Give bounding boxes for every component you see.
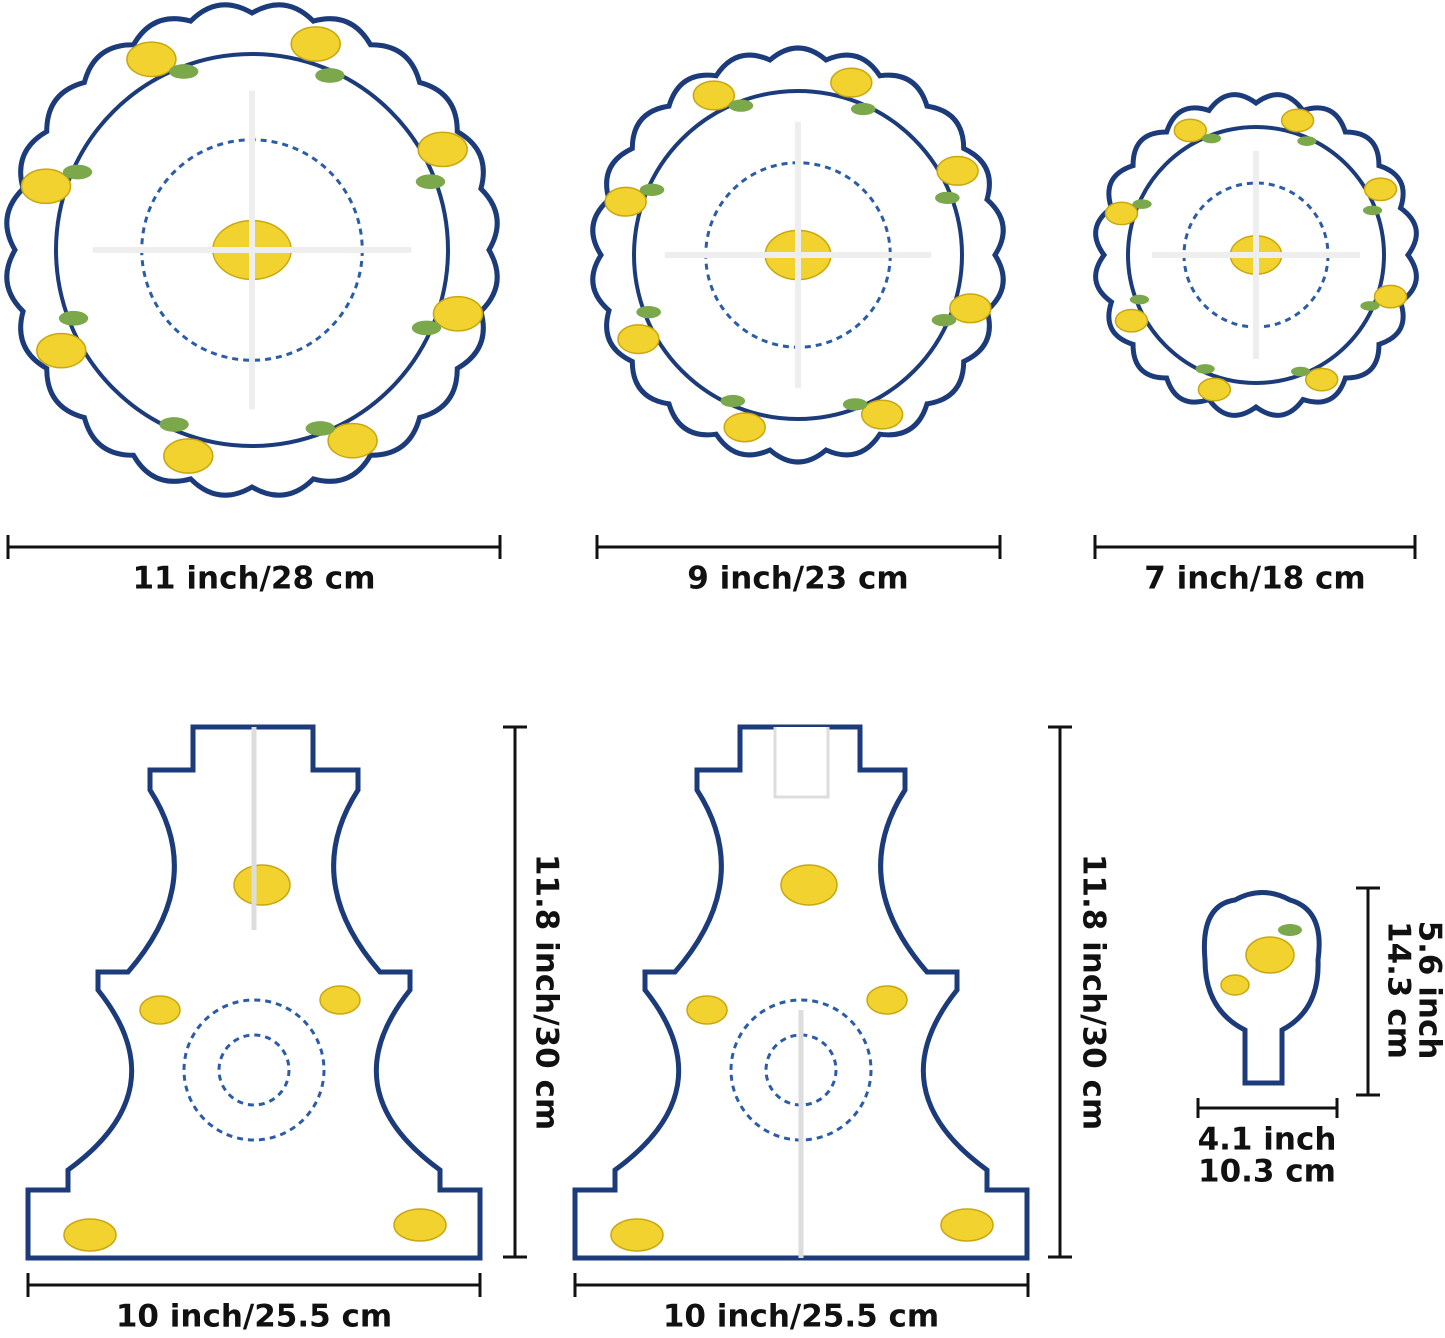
lemon bbox=[327, 422, 378, 459]
leaf bbox=[1201, 133, 1222, 144]
plate-size: 9 inch/23 cm bbox=[687, 561, 908, 597]
lemon bbox=[692, 80, 736, 111]
lemon bbox=[126, 41, 177, 78]
stand-piece bbox=[25, 724, 483, 1261]
plates bbox=[4, 2, 1419, 498]
lemon bbox=[860, 399, 904, 430]
stand-piece bbox=[572, 724, 1030, 1261]
plate-size: 7 inch/18 cm bbox=[1144, 561, 1365, 597]
plate-ring bbox=[632, 89, 964, 421]
lemon bbox=[1373, 284, 1408, 309]
lemon bbox=[830, 67, 873, 98]
plate bbox=[4, 2, 500, 498]
leaf bbox=[415, 174, 446, 190]
leaf bbox=[931, 314, 957, 327]
topper-height: 14.3 cm bbox=[1381, 921, 1417, 1059]
leaf bbox=[315, 68, 345, 83]
lemon bbox=[1280, 108, 1315, 133]
leaf bbox=[1132, 199, 1152, 209]
lemon bbox=[1197, 377, 1232, 402]
leaf bbox=[1360, 301, 1380, 311]
lemon bbox=[36, 332, 87, 369]
stand-height: 11.8 inch/30 cm bbox=[1076, 854, 1112, 1130]
topper bbox=[1201, 890, 1322, 1086]
leaf bbox=[1290, 366, 1311, 377]
leaf bbox=[411, 320, 442, 336]
lemon bbox=[723, 412, 766, 443]
lemon bbox=[936, 155, 979, 186]
lemon bbox=[417, 131, 468, 168]
leaf bbox=[1195, 364, 1215, 374]
plate-ring bbox=[1126, 125, 1386, 385]
plate bbox=[1093, 92, 1419, 418]
leaf bbox=[720, 394, 746, 408]
slot bbox=[92, 90, 412, 410]
lemon bbox=[20, 168, 72, 205]
lemon bbox=[1114, 308, 1149, 333]
plate-ring bbox=[54, 52, 450, 448]
stand-width: 10 inch/25.5 cm bbox=[663, 1299, 939, 1335]
plate-size: 11 inch/28 cm bbox=[132, 561, 375, 597]
leaf bbox=[1129, 294, 1150, 305]
leaf bbox=[62, 164, 93, 180]
plate bbox=[590, 45, 1006, 465]
leaf bbox=[169, 64, 199, 79]
lemon bbox=[432, 295, 484, 332]
stand-width: 10 inch/25.5 cm bbox=[116, 1299, 392, 1335]
leaf bbox=[842, 398, 868, 411]
leaf bbox=[1297, 136, 1317, 146]
leaf bbox=[636, 305, 661, 319]
slot bbox=[664, 121, 932, 389]
dimension-lines bbox=[6, 535, 1417, 1297]
lemon bbox=[604, 186, 647, 217]
topper-height: 5.6 inch bbox=[1412, 921, 1445, 1060]
leaf bbox=[850, 102, 876, 116]
lemon bbox=[1363, 177, 1398, 202]
leaf bbox=[935, 191, 960, 205]
leaf bbox=[728, 99, 754, 112]
topper-width: 10.3 cm bbox=[1198, 1154, 1336, 1190]
leaf bbox=[58, 310, 89, 326]
stand-height: 11.8 inch/30 cm bbox=[529, 854, 565, 1130]
lemon bbox=[290, 26, 341, 62]
leaf bbox=[159, 417, 189, 432]
leaf bbox=[1362, 205, 1383, 216]
lemon bbox=[1104, 201, 1139, 226]
lemon bbox=[1173, 118, 1208, 143]
lemon bbox=[1304, 367, 1339, 392]
leaf bbox=[639, 183, 665, 196]
lemon bbox=[949, 293, 992, 324]
slot bbox=[1152, 151, 1360, 359]
leaf bbox=[305, 421, 335, 436]
topper-width: 4.1 inch bbox=[1198, 1122, 1337, 1158]
lemon bbox=[617, 324, 660, 355]
lemon bbox=[163, 438, 214, 474]
